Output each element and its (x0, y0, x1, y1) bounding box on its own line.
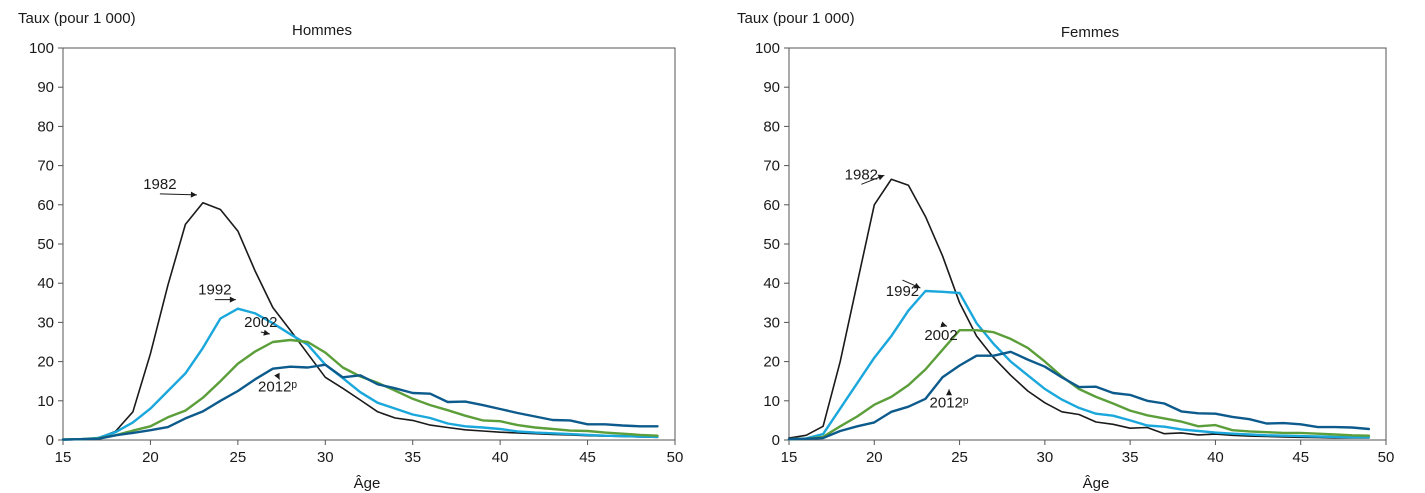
y-axis-label: Taux (pour 1 000) (737, 10, 855, 27)
annotation-label: 2002 (244, 314, 277, 331)
x-axis-label: Âge (354, 475, 381, 492)
y-tick-label: 90 (37, 79, 54, 96)
y-tick-label: 10 (37, 393, 54, 410)
series-line-1992 (787, 289, 1371, 441)
x-tick-label: 45 (1292, 449, 1309, 466)
y-tick-label: 40 (763, 275, 780, 292)
annotation-label: 1992 (198, 282, 231, 299)
y-axis-label: Taux (pour 1 000) (18, 10, 136, 27)
y-tick-label: 0 (46, 432, 54, 449)
x-tick-label: 25 (230, 449, 247, 466)
chart-title: Hommes (292, 22, 352, 39)
annotation-arrowhead (229, 296, 236, 303)
series-line-2002 (787, 329, 1371, 441)
series-line-1992 (61, 307, 659, 441)
annotation-arrowhead (274, 372, 280, 380)
series-line-2002 (61, 338, 659, 441)
annotations: 1982 1992 2002 2012ᵖ (143, 176, 297, 396)
series-line-2012 (787, 350, 1371, 441)
y-tick-label: 30 (763, 314, 780, 331)
chart-title: Femmes (1061, 24, 1119, 41)
annotation-label: 2012ᵖ (258, 378, 297, 395)
y-tick-label: 10 (763, 393, 780, 410)
y-tick-label: 80 (763, 118, 780, 135)
annotation-arrowhead (190, 191, 197, 198)
x-tick-label: 15 (55, 449, 72, 466)
y-tick-label: 70 (763, 158, 780, 175)
x-axis-label: Âge (1083, 475, 1110, 492)
x-tick-label: 30 (317, 449, 334, 466)
annotation-arrowhead (877, 174, 885, 181)
y-tick-label: 20 (37, 354, 54, 371)
chart-hommes-svg: Taux (pour 1 000) Hommes Âge 0 10 20 30 40 50… (18, 10, 683, 492)
chart-hommes: Taux (pour 1 000) Hommes Âge 0 10 20 30 40 50… (0, 0, 712, 493)
x-tick-label: 50 (1378, 449, 1395, 466)
x-tick-label: 30 (1037, 449, 1054, 466)
plot-frame (62, 47, 676, 441)
annotation-label: 1982 (845, 166, 878, 183)
series-lines (787, 178, 1371, 441)
annotations: 1982 1992 2002 2012ᵖ (845, 166, 969, 411)
x-tick-label: 35 (1122, 449, 1139, 466)
axis-ticks: 0 10 20 30 40 50 60 70 80 90 100 15 20 25 30 35 40 45 50 (29, 40, 683, 466)
x-tick-label: 40 (492, 449, 509, 466)
x-tick-label: 50 (667, 449, 684, 466)
annotation-label: 1982 (143, 176, 176, 193)
plot-frame (788, 47, 1387, 441)
y-tick-label: 40 (37, 275, 54, 292)
chart-femmes: Taux (pour 1 000) Femmes Âge 0 10 20 30 40 50… (712, 0, 1424, 493)
x-tick-label: 25 (951, 449, 968, 466)
y-tick-label: 50 (37, 236, 54, 253)
series-line-1982 (62, 202, 659, 441)
y-tick-label: 100 (29, 40, 54, 57)
annotation-arrowhead (940, 321, 948, 328)
y-tick-label: 80 (37, 118, 54, 135)
annotation-label: 2012ᵖ (930, 394, 969, 411)
y-tick-label: 60 (763, 197, 780, 214)
series-line-2012 (61, 363, 659, 441)
x-tick-label: 45 (579, 449, 596, 466)
annotation-arrowhead (946, 389, 953, 396)
annotation-arrow (159, 193, 197, 196)
y-tick-label: 30 (37, 314, 54, 331)
y-tick-label: 0 (772, 432, 780, 449)
y-tick-label: 60 (37, 197, 54, 214)
x-tick-label: 15 (781, 449, 798, 466)
x-tick-label: 20 (866, 449, 883, 466)
series-line-1982 (788, 178, 1370, 439)
annotation-arrowhead (913, 282, 921, 289)
annotation-arrowhead (263, 329, 270, 336)
x-tick-label: 20 (142, 449, 159, 466)
series-lines (61, 202, 659, 441)
y-tick-label: 90 (763, 79, 780, 96)
y-tick-label: 50 (763, 236, 780, 253)
annotation-label: 1992 (886, 283, 919, 300)
chart-femmes-svg: Taux (pour 1 000) Femmes Âge 0 10 20 30 40 50… (737, 10, 1394, 492)
y-tick-label: 70 (37, 158, 54, 175)
annotation-label: 2002 (924, 327, 957, 344)
x-tick-label: 40 (1207, 449, 1224, 466)
axis-ticks: 0 10 20 30 40 50 60 70 80 90 100 15 20 25 30 35 40 45 50 (755, 40, 1394, 466)
x-tick-label: 35 (404, 449, 421, 466)
y-tick-label: 100 (755, 40, 780, 57)
y-tick-label: 20 (763, 354, 780, 371)
